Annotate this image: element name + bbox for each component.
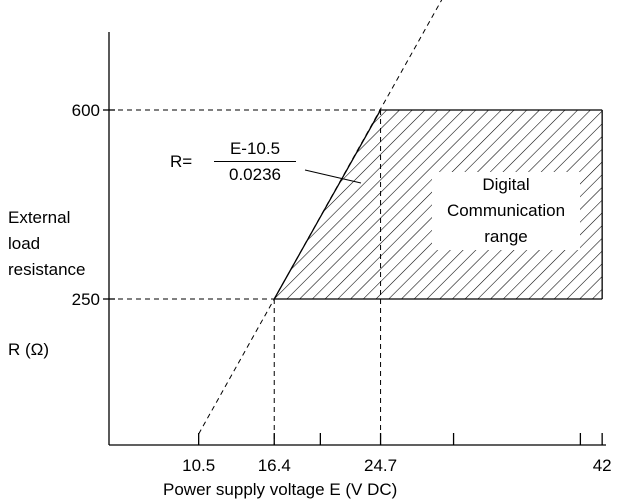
y-axis-label-line-2: load [8,234,41,253]
x-tick-label-24.7: 24.7 [364,456,397,475]
x-axis-label: Power supply voltage E (V DC) [163,480,398,499]
y-axis-unit: R (Ω) [8,340,50,359]
formula-fraction-bar [214,161,296,162]
y-axis-label: External load resistance [8,205,85,283]
x-tick-label-10.5: 10.5 [182,456,215,475]
formula-denominator: 0.0236 [229,165,281,184]
y-axis-label-line-1: External [8,208,71,227]
formula-prefix: R= [170,152,193,171]
y-tick-label-250: 250 [72,290,100,309]
formula-numerator: E-10.5 [229,139,281,158]
region-label: Digital Communication range [432,172,580,250]
x-tick-label-16.4: 16.4 [258,456,291,475]
formula-fraction: E-10.5 0.0236 [214,138,296,186]
region-label-line-3: range [484,227,528,246]
formula-leader [304,169,362,184]
region-label-line-1: Digital [482,175,530,194]
y-axis-label-line-3: resistance [8,260,86,279]
y-tick-label-600: 600 [72,101,100,120]
load-line [198,0,443,435]
region-label-line-2: Communication [446,201,566,220]
x-tick-label-42: 42 [593,456,612,475]
